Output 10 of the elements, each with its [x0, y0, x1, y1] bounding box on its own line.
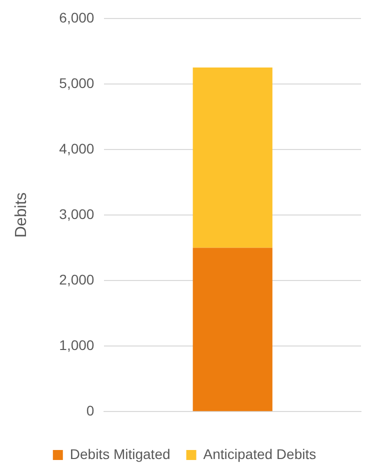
y-axis-title: Debits [13, 192, 30, 238]
legend-label: Debits Mitigated [70, 446, 170, 462]
y-tick-label: 6,000 [59, 9, 94, 26]
y-tick-label: 2,000 [59, 271, 94, 288]
y-tick-label: 3,000 [59, 206, 94, 222]
y-tick-label: 1,000 [59, 336, 94, 353]
legend-label: Anticipated Debits [203, 446, 316, 462]
y-tick-label: 4,000 [59, 140, 94, 156]
y-tick-label: 5,000 [59, 74, 94, 91]
y-tick-label: 0 [86, 402, 94, 418]
